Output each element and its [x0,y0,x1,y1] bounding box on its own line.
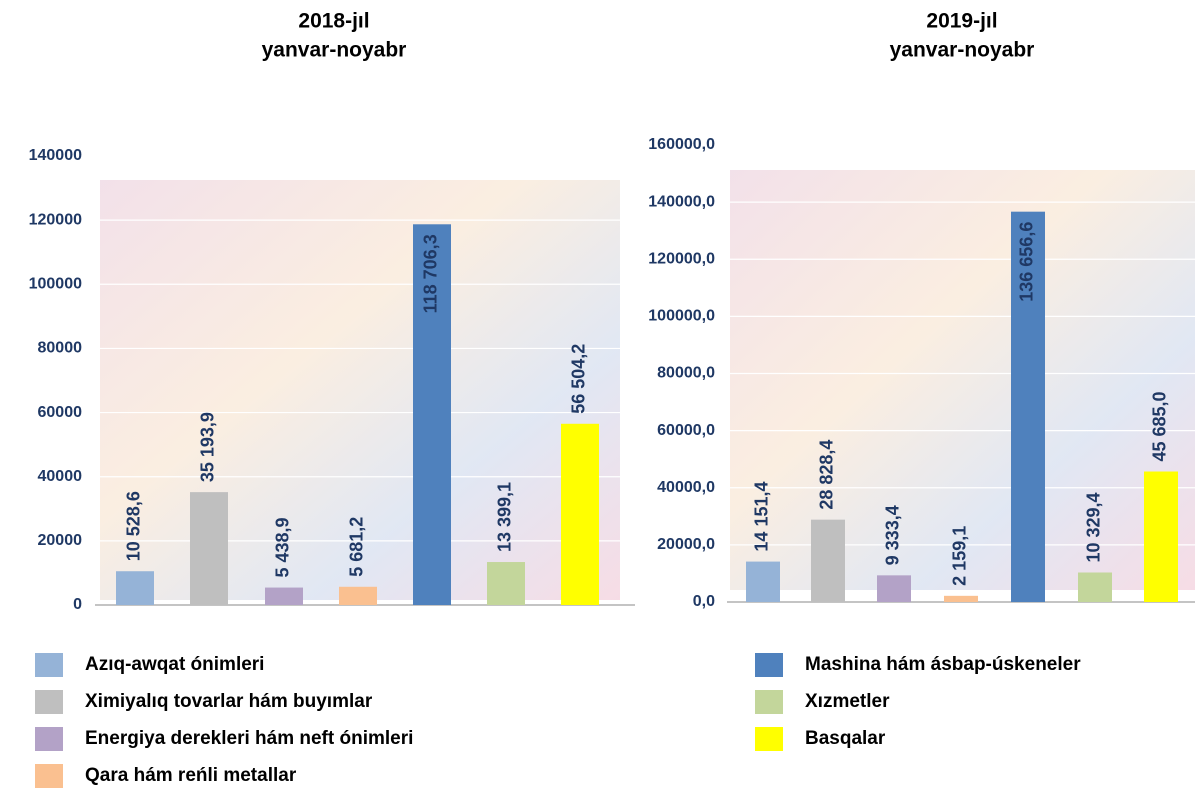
y-tick-label: 20000 [38,532,83,549]
bar [339,586,377,605]
value-label: 13 399,1 [495,482,515,552]
bar [413,224,451,605]
y-tick-label: 140000,0 [648,193,715,210]
value-label: 56 504,2 [569,344,589,414]
bar [561,423,599,605]
legend-label: Qara hám reńli metallar [85,765,297,786]
legend-swatch [35,653,63,677]
value-label: 35 193,9 [198,412,218,482]
bar [116,571,154,605]
bar [811,519,845,602]
legend-swatch [755,690,783,714]
legend-label: Basqalar [805,728,886,749]
value-label: 10 528,6 [124,491,144,561]
y-tick-label: 40000,0 [657,479,715,496]
y-tick-label: 60000,0 [657,422,715,439]
y-tick-label: 20000,0 [657,536,715,553]
y-tick-label: 40000 [38,468,83,485]
bar [1144,471,1178,602]
value-label: 14 151,4 [752,482,772,552]
bar [944,595,978,602]
value-label: 2 159,1 [950,526,970,586]
value-label: 118 706,3 [421,234,441,313]
value-label: 5 681,2 [347,517,367,577]
bar [487,562,525,605]
bar [1078,572,1112,602]
legend-swatch [755,727,783,751]
map-background [730,170,1195,590]
legend-label: Azıq-awqat ónimleri [85,654,264,675]
value-label: 28 828,4 [817,440,837,510]
y-tick-label: 80000,0 [657,365,715,382]
y-tick-label: 100000,0 [648,308,715,325]
chart-title: yanvar-noyabr [890,39,1035,62]
legend-label: Ximiyalıq tovarlar hám buyımlar [85,691,373,712]
legend-label: Xızmetler [805,691,890,712]
value-label: 9 333,4 [883,505,903,565]
bar [190,492,228,605]
chart-title: yanvar-noyabr [262,39,407,62]
legend-swatch [755,653,783,677]
legend-label: Energiya derekleri hám neft ónimleri [85,728,413,749]
y-tick-label: 100000 [29,276,82,293]
y-tick-label: 140000 [29,147,82,164]
y-tick-label: 120000 [29,211,82,228]
bar [265,587,303,605]
legend-swatch [35,764,63,788]
bar [1011,211,1045,602]
chart-title: 2019-jıl [926,10,997,33]
y-tick-label: 0,0 [693,593,715,610]
y-tick-label: 60000 [38,404,83,421]
value-label: 5 438,9 [273,517,293,577]
value-label: 10 329,4 [1084,492,1104,562]
bar [877,575,911,602]
y-tick-label: 120000,0 [648,250,715,267]
y-tick-label: 160000,0 [648,136,715,153]
legend-swatch [35,727,63,751]
legend-swatch [35,690,63,714]
value-label: 136 656,6 [1017,222,1037,302]
chart-title: 2018-jıl [298,10,369,33]
y-tick-label: 80000 [38,340,83,357]
bar [746,561,780,602]
map-background [100,180,620,600]
value-label: 45 685,0 [1150,391,1170,461]
legend-label: Mashina hám ásbap-úskeneler [805,654,1081,675]
y-tick-label: 0 [73,596,82,613]
